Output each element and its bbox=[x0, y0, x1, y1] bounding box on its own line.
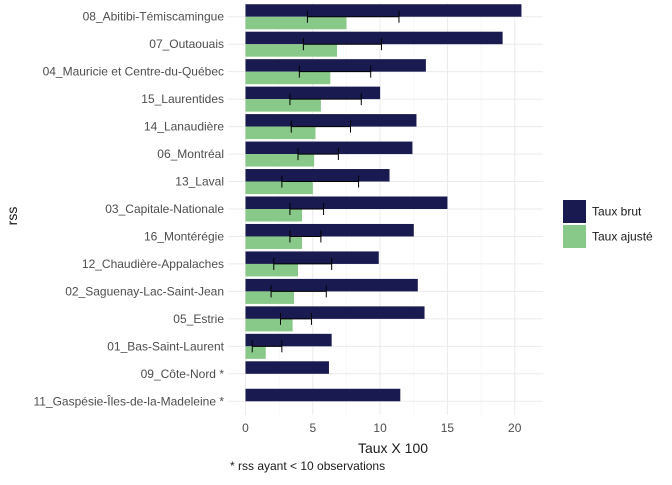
bar-taux-ajuste bbox=[245, 236, 303, 249]
x-tick-labels: 0 5 10 15 20 bbox=[242, 421, 522, 435]
category-label: 01_Bas-Saint-Laurent bbox=[107, 339, 224, 353]
bar-taux-brut bbox=[245, 31, 503, 45]
bar-taux-brut bbox=[245, 333, 332, 347]
bar-taux-brut bbox=[245, 141, 413, 155]
category-label: 02_Saguenay-Lac-Saint-Jean bbox=[65, 284, 224, 298]
category-label: 05_Estrie bbox=[173, 312, 224, 326]
bar-taux-brut bbox=[245, 86, 381, 100]
bar-taux-ajuste bbox=[245, 71, 331, 85]
bar-taux-ajuste bbox=[245, 44, 338, 57]
category-label: 11_Gaspésie-Îles-de-la-Madeleine * bbox=[33, 393, 224, 408]
bar-taux-ajuste bbox=[245, 181, 313, 195]
bar-taux-brut bbox=[245, 223, 414, 237]
category-label: 16_Montérégie bbox=[144, 229, 224, 243]
bar-taux-brut bbox=[245, 4, 522, 17]
bar-taux-ajuste bbox=[245, 154, 315, 167]
bar-taux-brut bbox=[245, 251, 379, 264]
bar-taux-ajuste bbox=[245, 318, 293, 332]
bar-taux-ajuste bbox=[245, 99, 321, 112]
bar-taux-brut bbox=[245, 59, 426, 72]
category-label: 12_Chaudière-Appalaches bbox=[82, 257, 224, 271]
bar-taux-brut bbox=[245, 306, 425, 319]
category-label: 14_Lanaudière bbox=[144, 120, 224, 134]
x-axis-title: Taux X 100 bbox=[358, 440, 428, 456]
bar-taux-ajuste bbox=[245, 16, 347, 30]
x-tick-label: 10 bbox=[373, 421, 387, 435]
x-tick-label: 0 bbox=[242, 421, 249, 435]
bar-taux-brut bbox=[245, 388, 401, 402]
category-label: 03_Capitale-Nationale bbox=[105, 202, 224, 216]
category-labels: 08_Abitibi-Témiscamingue 07_Outaouais 04_M… bbox=[33, 10, 224, 409]
bar-taux-brut bbox=[245, 361, 329, 374]
legend-swatch bbox=[563, 225, 586, 248]
legend-label: Taux brut bbox=[592, 205, 642, 219]
caption: * rss ayant < 10 observations bbox=[230, 459, 386, 473]
bar-taux-brut bbox=[245, 114, 417, 127]
bar-taux-ajuste bbox=[245, 263, 298, 277]
category-label: 04_Mauricie et Centre-du-Québec bbox=[43, 65, 224, 79]
bar-taux-brut bbox=[245, 169, 390, 182]
bar-taux-ajuste bbox=[245, 209, 303, 222]
x-tick-label: 5 bbox=[309, 421, 316, 435]
bar-taux-ajuste bbox=[245, 291, 294, 304]
category-label: 15_Laurentides bbox=[141, 92, 224, 106]
legend: Taux brut Taux ajusté bbox=[563, 200, 653, 248]
category-label: 13_Laval bbox=[175, 175, 224, 189]
category-label: 06_Montréal bbox=[157, 147, 224, 161]
legend-label: Taux ajusté bbox=[592, 230, 653, 244]
bar-taux-brut bbox=[245, 196, 448, 209]
bar-taux-ajuste bbox=[245, 346, 266, 359]
bar-taux-brut bbox=[245, 278, 418, 292]
category-label: 09_Côte-Nord * bbox=[141, 367, 225, 381]
category-label: 08_Abitibi-Témiscamingue bbox=[83, 10, 225, 24]
bars-layer bbox=[245, 4, 522, 402]
bar-taux-ajuste bbox=[245, 126, 316, 140]
legend-swatch bbox=[563, 200, 586, 223]
y-axis-title: rss bbox=[4, 207, 20, 226]
x-tick-label: 20 bbox=[508, 421, 522, 435]
category-label: 07_Outaouais bbox=[149, 37, 224, 51]
error-bars-layer bbox=[251, 10, 400, 353]
x-tick-label: 15 bbox=[441, 421, 455, 435]
